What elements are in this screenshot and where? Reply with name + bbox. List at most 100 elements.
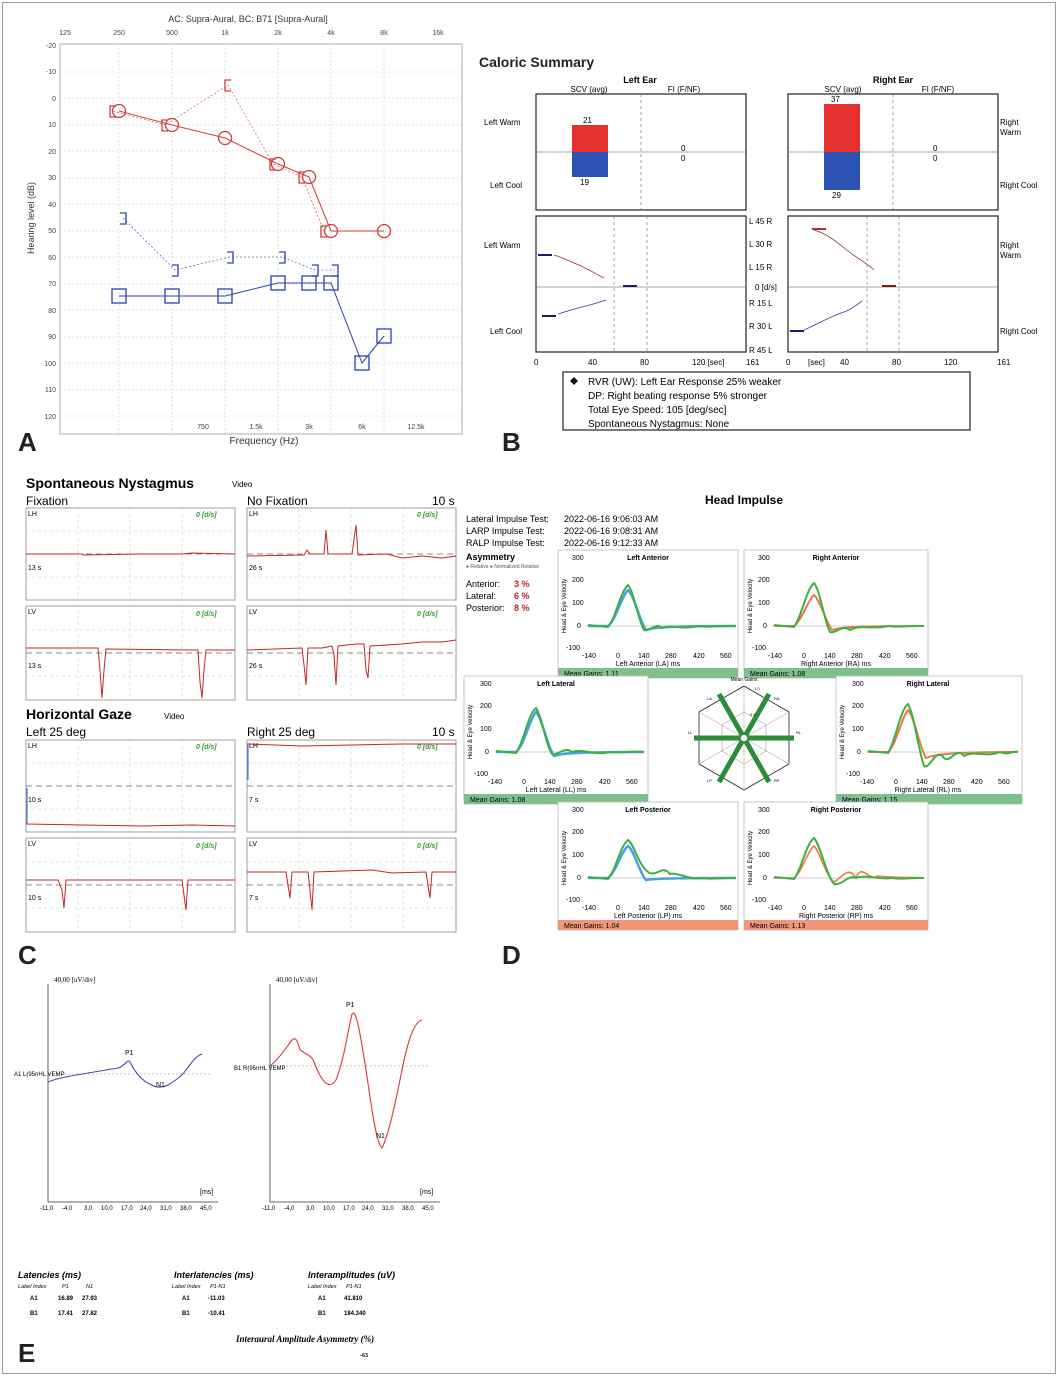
plot-box (463, 675, 649, 805)
eye-trace (773, 581, 925, 634)
x-label: Left Posterior (LP) ms (614, 913, 683, 920)
x-tick: -11,0 (262, 1206, 276, 1212)
left-ac-point (301, 275, 317, 291)
right-ac-point (301, 169, 317, 185)
eye-trace (587, 583, 737, 632)
amp-value: 184.340 (344, 1311, 366, 1317)
row-label: B1 (182, 1311, 190, 1317)
left-x-tick: 161 (746, 358, 760, 367)
x-tick: -4,0 (284, 1206, 295, 1212)
y-tick: 200 (852, 703, 864, 710)
spontaneous-title: Spontaneous Nystagmus (26, 475, 194, 491)
left-x-tick: 0 (534, 358, 539, 367)
right-25-lv-trace (247, 869, 456, 911)
latencies-table: Latencies (ms) Label Index P1 N1 A1 16.8… (18, 1270, 98, 1317)
plot-title: Left Lateral (537, 681, 575, 688)
left-n1-label: N1 (156, 1082, 165, 1089)
y-tick: 100 (852, 726, 864, 733)
right-ac-line (118, 110, 384, 232)
x-tick: 31,0 (160, 1206, 172, 1212)
head-trace (588, 844, 737, 882)
y-tick: -100 (752, 897, 766, 904)
test-date: 2022-06-16 9:12:33 AM (564, 538, 658, 548)
left-bc-markers (120, 212, 339, 277)
right-trace-label: B1 R(95nHL VEMP (234, 1066, 285, 1072)
summary-spontaneous: Spontaneous Nystagmus: None (588, 419, 730, 430)
y-tick: 20 (48, 149, 56, 156)
amp-value: 41.810 (344, 1296, 363, 1302)
x-tick: 3,0 (306, 1206, 315, 1212)
right-25-label: Right 25 deg (247, 725, 315, 739)
scale-label: R 30 L (749, 322, 773, 331)
x-tick: 17,0 (343, 1206, 355, 1212)
y-tick: 0 (763, 875, 767, 882)
x-tick: 280 (665, 905, 677, 912)
velocity-readout: 0 [d/s] (196, 744, 217, 751)
row-label: A1 (182, 1296, 190, 1302)
freq-1k: 1k (221, 30, 229, 37)
y-tick: -10 (46, 69, 56, 76)
left-time-axis: 0 40 80 120 [sec] 161 (534, 358, 760, 367)
x-tick: 0 (616, 653, 620, 660)
x-label: Left Lateral (LL) ms (526, 787, 587, 794)
freq-500: 500 (166, 30, 178, 37)
y-tick: -100 (752, 645, 766, 652)
x-label: Right Lateral (RL) ms (895, 787, 962, 794)
time-label: 10 s (28, 797, 42, 804)
left-ac-point (217, 288, 233, 304)
x-tick: 560 (906, 905, 918, 912)
right-warm-label-top-2: Warm (1000, 128, 1021, 137)
right-bc-line (112, 84, 325, 232)
x-tick: 0 (802, 653, 806, 660)
y-tick: 70 (48, 281, 56, 288)
left-trace-label: A1 L(95nHL VEMP (14, 1072, 64, 1078)
y-tick: 100 (572, 852, 584, 859)
x-tick: 24,0 (362, 1206, 374, 1212)
y-tick: 90 (48, 334, 56, 341)
gain-text: Mean Gains: 1.15 (842, 797, 897, 804)
x-tick: 420 (693, 653, 705, 660)
gain-text: Mean Gains: 1.13 (750, 923, 805, 930)
right-trace-box (787, 215, 999, 353)
head-impulse-panel: Head Impulse Lateral Impulse Test: 2022-… (463, 493, 1023, 931)
x-tick: 38,0 (402, 1206, 414, 1212)
x-tick: 0 (802, 905, 806, 912)
left-scv-header: SCV (avg) (571, 85, 608, 94)
plot-title: Right Anterior (813, 555, 860, 562)
panel-label-d: D (502, 940, 521, 970)
test-label: LARP Impulse Test: (466, 526, 545, 536)
test-date: 2022-06-16 9:06:03 AM (564, 514, 658, 524)
left-25-lv-trace (26, 879, 235, 911)
fixation-lh-trace (26, 552, 236, 556)
channel-lh: LH (28, 511, 37, 518)
velocity-readout: 0 [d/s] (417, 843, 438, 850)
right-25-lh-trace (246, 743, 456, 747)
right-x-tick: 0 (786, 358, 791, 367)
no-fixation-lv-trace (246, 639, 457, 686)
plot-right-anterior: Right Anterior 300 200 100 0 -100 Head &… (743, 549, 929, 679)
asym-label: Lateral: (466, 591, 496, 601)
no-fixation-label: No Fixation (247, 494, 308, 508)
lat-n1: 27.82 (82, 1311, 98, 1317)
left-warm-bar (572, 125, 608, 152)
row-label: A1 (30, 1296, 38, 1302)
x-tick: 560 (626, 779, 638, 786)
row-label: B1 (30, 1311, 38, 1317)
label-index-header: Label Index (18, 1284, 47, 1290)
right-p1-label: P1 (346, 1002, 355, 1009)
left-x-tick: 120 [sec] (692, 358, 724, 367)
x-tick: -140 (582, 653, 596, 660)
left-fi-value-bottom: 0 (681, 154, 686, 163)
gain-text: Mean Gains: 1.08 (750, 671, 805, 678)
x-tick: 560 (906, 653, 918, 660)
lat-p1: 17.41 (58, 1311, 74, 1317)
left-fi-value-top: 0 (681, 144, 686, 153)
audiogram-gridlines (60, 44, 462, 434)
left-bc-point (332, 264, 339, 277)
channel-lv: LV (28, 841, 36, 848)
channel-lv: LV (28, 609, 36, 616)
bottom-frequency-labels: 750 1.5k 3k 6k 12.5k (197, 424, 425, 431)
channel-labels: LH LH LV LV LH LH LV LV (28, 511, 258, 848)
y-tick: -20 (46, 43, 56, 50)
